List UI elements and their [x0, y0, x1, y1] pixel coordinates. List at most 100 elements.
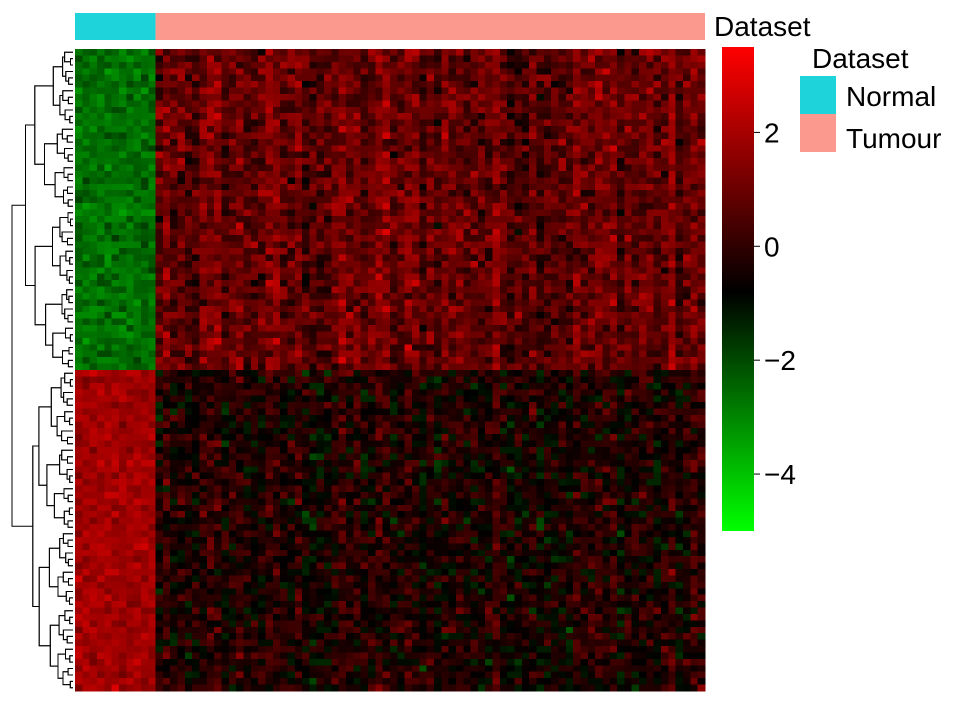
heatmap-cell [609, 312, 618, 320]
heatmap-cell [485, 126, 494, 134]
heatmap-cell [558, 93, 567, 101]
heatmap-cell [89, 389, 98, 397]
heatmap-cell [675, 267, 684, 275]
heatmap-cell [360, 215, 369, 223]
dendrogram-branch [69, 115, 73, 124]
heatmap-cell [595, 170, 604, 178]
heatmap-cell [499, 337, 508, 345]
heatmap-cell [316, 222, 325, 230]
heatmap-cell [250, 325, 259, 333]
heatmap-cell [265, 215, 274, 223]
heatmap-cell [536, 382, 545, 390]
heatmap-cell [521, 215, 530, 223]
heatmap-cell [177, 357, 186, 365]
heatmap-cell [617, 286, 626, 294]
heatmap-cell [206, 145, 215, 153]
heatmap-cell [302, 196, 311, 204]
heatmap-cell [162, 260, 171, 268]
heatmap-cell [360, 164, 369, 172]
heatmap-cell [463, 376, 472, 384]
heatmap-cell [177, 215, 186, 223]
heatmap-cell [411, 292, 420, 300]
heatmap-cell [433, 170, 442, 178]
dendrogram-branch [64, 610, 73, 621]
heatmap-cell [419, 254, 428, 262]
heatmap-cell [397, 312, 406, 320]
heatmap-cell [609, 74, 618, 82]
heatmap-cell [631, 254, 640, 262]
heatmap-cell [536, 68, 545, 76]
heatmap-cell [258, 370, 267, 378]
heatmap-cell [653, 228, 662, 236]
heatmap-cell [499, 389, 508, 397]
heatmap-cell [324, 119, 332, 127]
heatmap-cell [258, 215, 267, 223]
heatmap-cell [96, 389, 105, 397]
heatmap-cell [221, 228, 230, 236]
heatmap-cell [595, 61, 604, 69]
heatmap-cell [170, 68, 179, 76]
heatmap-cell [521, 235, 530, 243]
heatmap-cell [675, 183, 684, 191]
heatmap-cell [104, 325, 113, 333]
heatmap-cell [448, 286, 457, 294]
heatmap-cell [448, 305, 457, 313]
heatmap-cell [89, 49, 98, 57]
heatmap-cell [331, 61, 340, 69]
heatmap-cell [192, 145, 201, 153]
heatmap-cell [529, 203, 538, 211]
heatmap-cell [228, 305, 237, 313]
heatmap-cell [411, 254, 420, 262]
heatmap-cell [433, 228, 442, 236]
heatmap-cell [162, 100, 171, 108]
heatmap-cell [140, 241, 149, 249]
heatmap-cell [287, 68, 296, 76]
heatmap-cell [507, 158, 516, 166]
heatmap-cell [404, 395, 413, 403]
heatmap-cell [455, 228, 464, 236]
heatmap-cell [463, 183, 472, 191]
heatmap-cell [265, 235, 274, 243]
heatmap-cell [214, 145, 223, 153]
heatmap-cell [118, 222, 127, 230]
heatmap-cell [287, 370, 296, 378]
heatmap-cell [75, 299, 83, 307]
heatmap-cell [346, 183, 354, 191]
heatmap-cell [565, 370, 574, 378]
heatmap-cell [499, 164, 508, 172]
heatmap-cell [411, 61, 420, 69]
heatmap-cell [558, 87, 567, 95]
heatmap-cell [133, 363, 142, 371]
heatmap-cell [148, 325, 157, 333]
heatmap-cell [265, 196, 274, 204]
heatmap-cell [536, 158, 545, 166]
heatmap-cell [411, 68, 420, 76]
heatmap-cell [668, 350, 677, 358]
heatmap-cell [565, 241, 574, 249]
heatmap-cell [360, 382, 369, 390]
heatmap-cell [426, 93, 435, 101]
heatmap-cell [368, 190, 376, 198]
heatmap-cell [514, 81, 523, 89]
heatmap-cell [426, 203, 435, 211]
heatmap-cell [565, 177, 574, 185]
heatmap-cell [199, 106, 208, 114]
heatmap-cell [558, 318, 567, 326]
heatmap-cell [390, 299, 398, 307]
heatmap-cell [214, 138, 223, 146]
heatmap-cell [148, 331, 157, 339]
dendrogram-branch [52, 332, 66, 358]
heatmap-cell [653, 248, 662, 256]
heatmap-cell [404, 145, 413, 153]
heatmap-cell [433, 357, 442, 365]
heatmap-cell [250, 305, 259, 313]
heatmap-cell [228, 183, 237, 191]
heatmap-cell [617, 389, 626, 397]
heatmap-cell [485, 331, 494, 339]
heatmap-cell [463, 100, 472, 108]
heatmap-cell [309, 395, 318, 403]
heatmap-cell [309, 344, 318, 352]
heatmap-cell [258, 363, 267, 371]
heatmap-cell [639, 286, 647, 294]
heatmap-cell [536, 145, 545, 153]
